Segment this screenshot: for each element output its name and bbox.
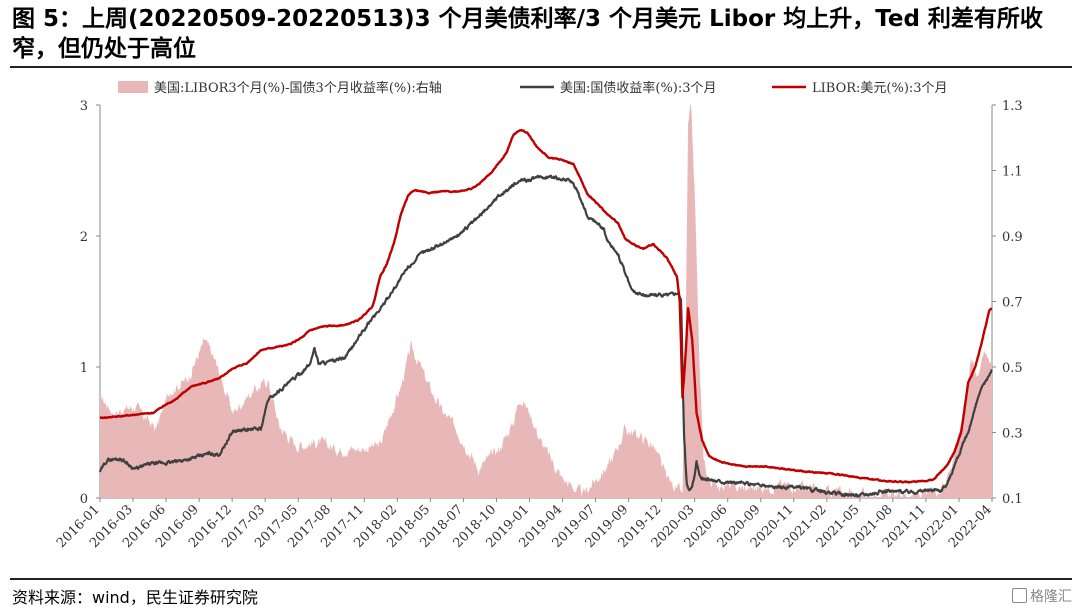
watermark-logo-icon [1012,588,1027,603]
y-right-tick-label: 0.5 [1002,361,1023,376]
source-note: 资料来源：wind，民生证券研究院 [12,588,258,607]
y-right-tick-label: 1.3 [1002,99,1023,114]
title-divider [10,66,1072,68]
watermark: 格隆汇 [1012,586,1072,606]
watermark-text: 格隆汇 [1030,589,1072,605]
chart-title: 图 5：上周(20220509-20220513)3 个月美债利率/3 个月美元… [12,6,1043,62]
y-right-tick-label: 0.7 [1002,296,1023,311]
y-right-tick-label: 0.9 [1002,230,1023,245]
y-right-tick-label: 1.1 [1002,165,1023,180]
chart: 01230.10.30.50.70.91.11.32016-012016-032… [54,80,1023,551]
legend-label-libor: LIBOR:美元(%):3个月 [812,81,948,96]
y-left-tick-label: 2 [80,230,88,245]
series-libor-line [99,129,993,484]
legend-label-spread: 美国:LIBOR3个月(%)-国债3个月收益率(%):右轴 [154,80,442,96]
series-spread-area [100,105,992,498]
y-left-tick-label: 0 [80,492,88,507]
y-left-tick-label: 3 [80,99,88,114]
y-right-tick-label: 0.3 [1002,427,1023,442]
y-right-tick-label: 0.1 [1002,492,1023,507]
footer-divider [10,578,1072,580]
legend-label-treasury: 美国:国债收益率(%):3个月 [560,80,717,96]
legend-swatch-spread [118,81,148,93]
y-left-tick-label: 1 [80,361,88,376]
series-treasury-line [98,174,993,498]
